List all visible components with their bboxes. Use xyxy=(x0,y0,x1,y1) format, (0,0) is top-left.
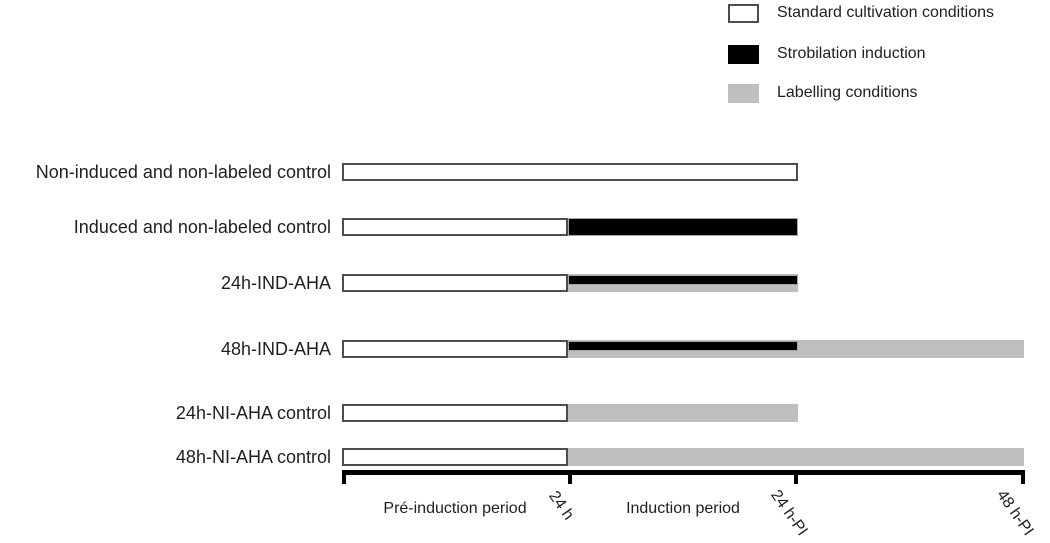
legend-item-standard: Standard cultivation conditions xyxy=(728,3,994,23)
row-label: 24h-NI-AHA control xyxy=(175,403,331,423)
bar-segment-standard xyxy=(342,340,568,358)
bar-segment-labelling xyxy=(568,404,798,422)
row-label: Non-induced and non-labeled control xyxy=(35,162,331,182)
axis-tick-48h-pi xyxy=(1021,470,1025,484)
legend-label: Strobilation induction xyxy=(777,45,926,62)
axis-tick-24h-pi xyxy=(794,470,798,484)
legend-item-labelling: Labelling conditions xyxy=(728,83,918,103)
tick-label-48h-pi: 48 h-PI xyxy=(993,487,1037,540)
timeline-row: Induced and non-labeled control xyxy=(0,217,1050,237)
timeline-row: Non-induced and non-labeled control xyxy=(0,162,1050,182)
legend-item-induction: Strobilation induction xyxy=(728,44,926,64)
axis-line xyxy=(342,470,1025,475)
bar-segment-standard xyxy=(342,163,798,181)
bar-segment-induction xyxy=(568,218,798,236)
standard-conditions-swatch xyxy=(728,3,759,23)
labelling-conditions-swatch xyxy=(728,83,759,103)
bar-segment-induction xyxy=(568,275,798,285)
row-label: 24h-IND-AHA xyxy=(220,273,331,293)
row-label: Induced and non-labeled control xyxy=(73,217,331,237)
pre-induction-period-label: Pré-induction period xyxy=(383,500,527,517)
bar-segment-labelling xyxy=(568,448,1024,466)
bar-segment-standard xyxy=(342,218,568,236)
axis-tick-start xyxy=(342,470,346,484)
bar-segment-standard xyxy=(342,404,568,422)
induction-period-label: Induction period xyxy=(626,500,740,517)
strobilation-induction-swatch xyxy=(728,44,759,64)
axis-tick-24h xyxy=(568,470,572,484)
bar-segment-induction xyxy=(568,341,798,351)
bar-segment-standard xyxy=(342,448,568,466)
row-label: 48h-NI-AHA control xyxy=(175,447,331,467)
bar-segment-standard xyxy=(342,274,568,292)
timeline-row: 48h-NI-AHA control xyxy=(0,447,1050,467)
row-label: 48h-IND-AHA xyxy=(220,339,331,359)
legend-label: Standard cultivation conditions xyxy=(777,4,995,21)
timeline-row: 48h-IND-AHA xyxy=(0,339,1050,359)
timeline-row: 24h-NI-AHA control xyxy=(0,403,1050,423)
legend-label: Labelling conditions xyxy=(777,84,918,101)
timeline-row: 24h-IND-AHA xyxy=(0,273,1050,293)
